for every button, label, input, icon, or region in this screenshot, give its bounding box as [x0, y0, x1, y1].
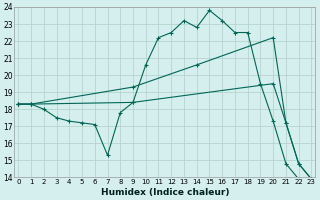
X-axis label: Humidex (Indice chaleur): Humidex (Indice chaleur)	[100, 188, 229, 197]
